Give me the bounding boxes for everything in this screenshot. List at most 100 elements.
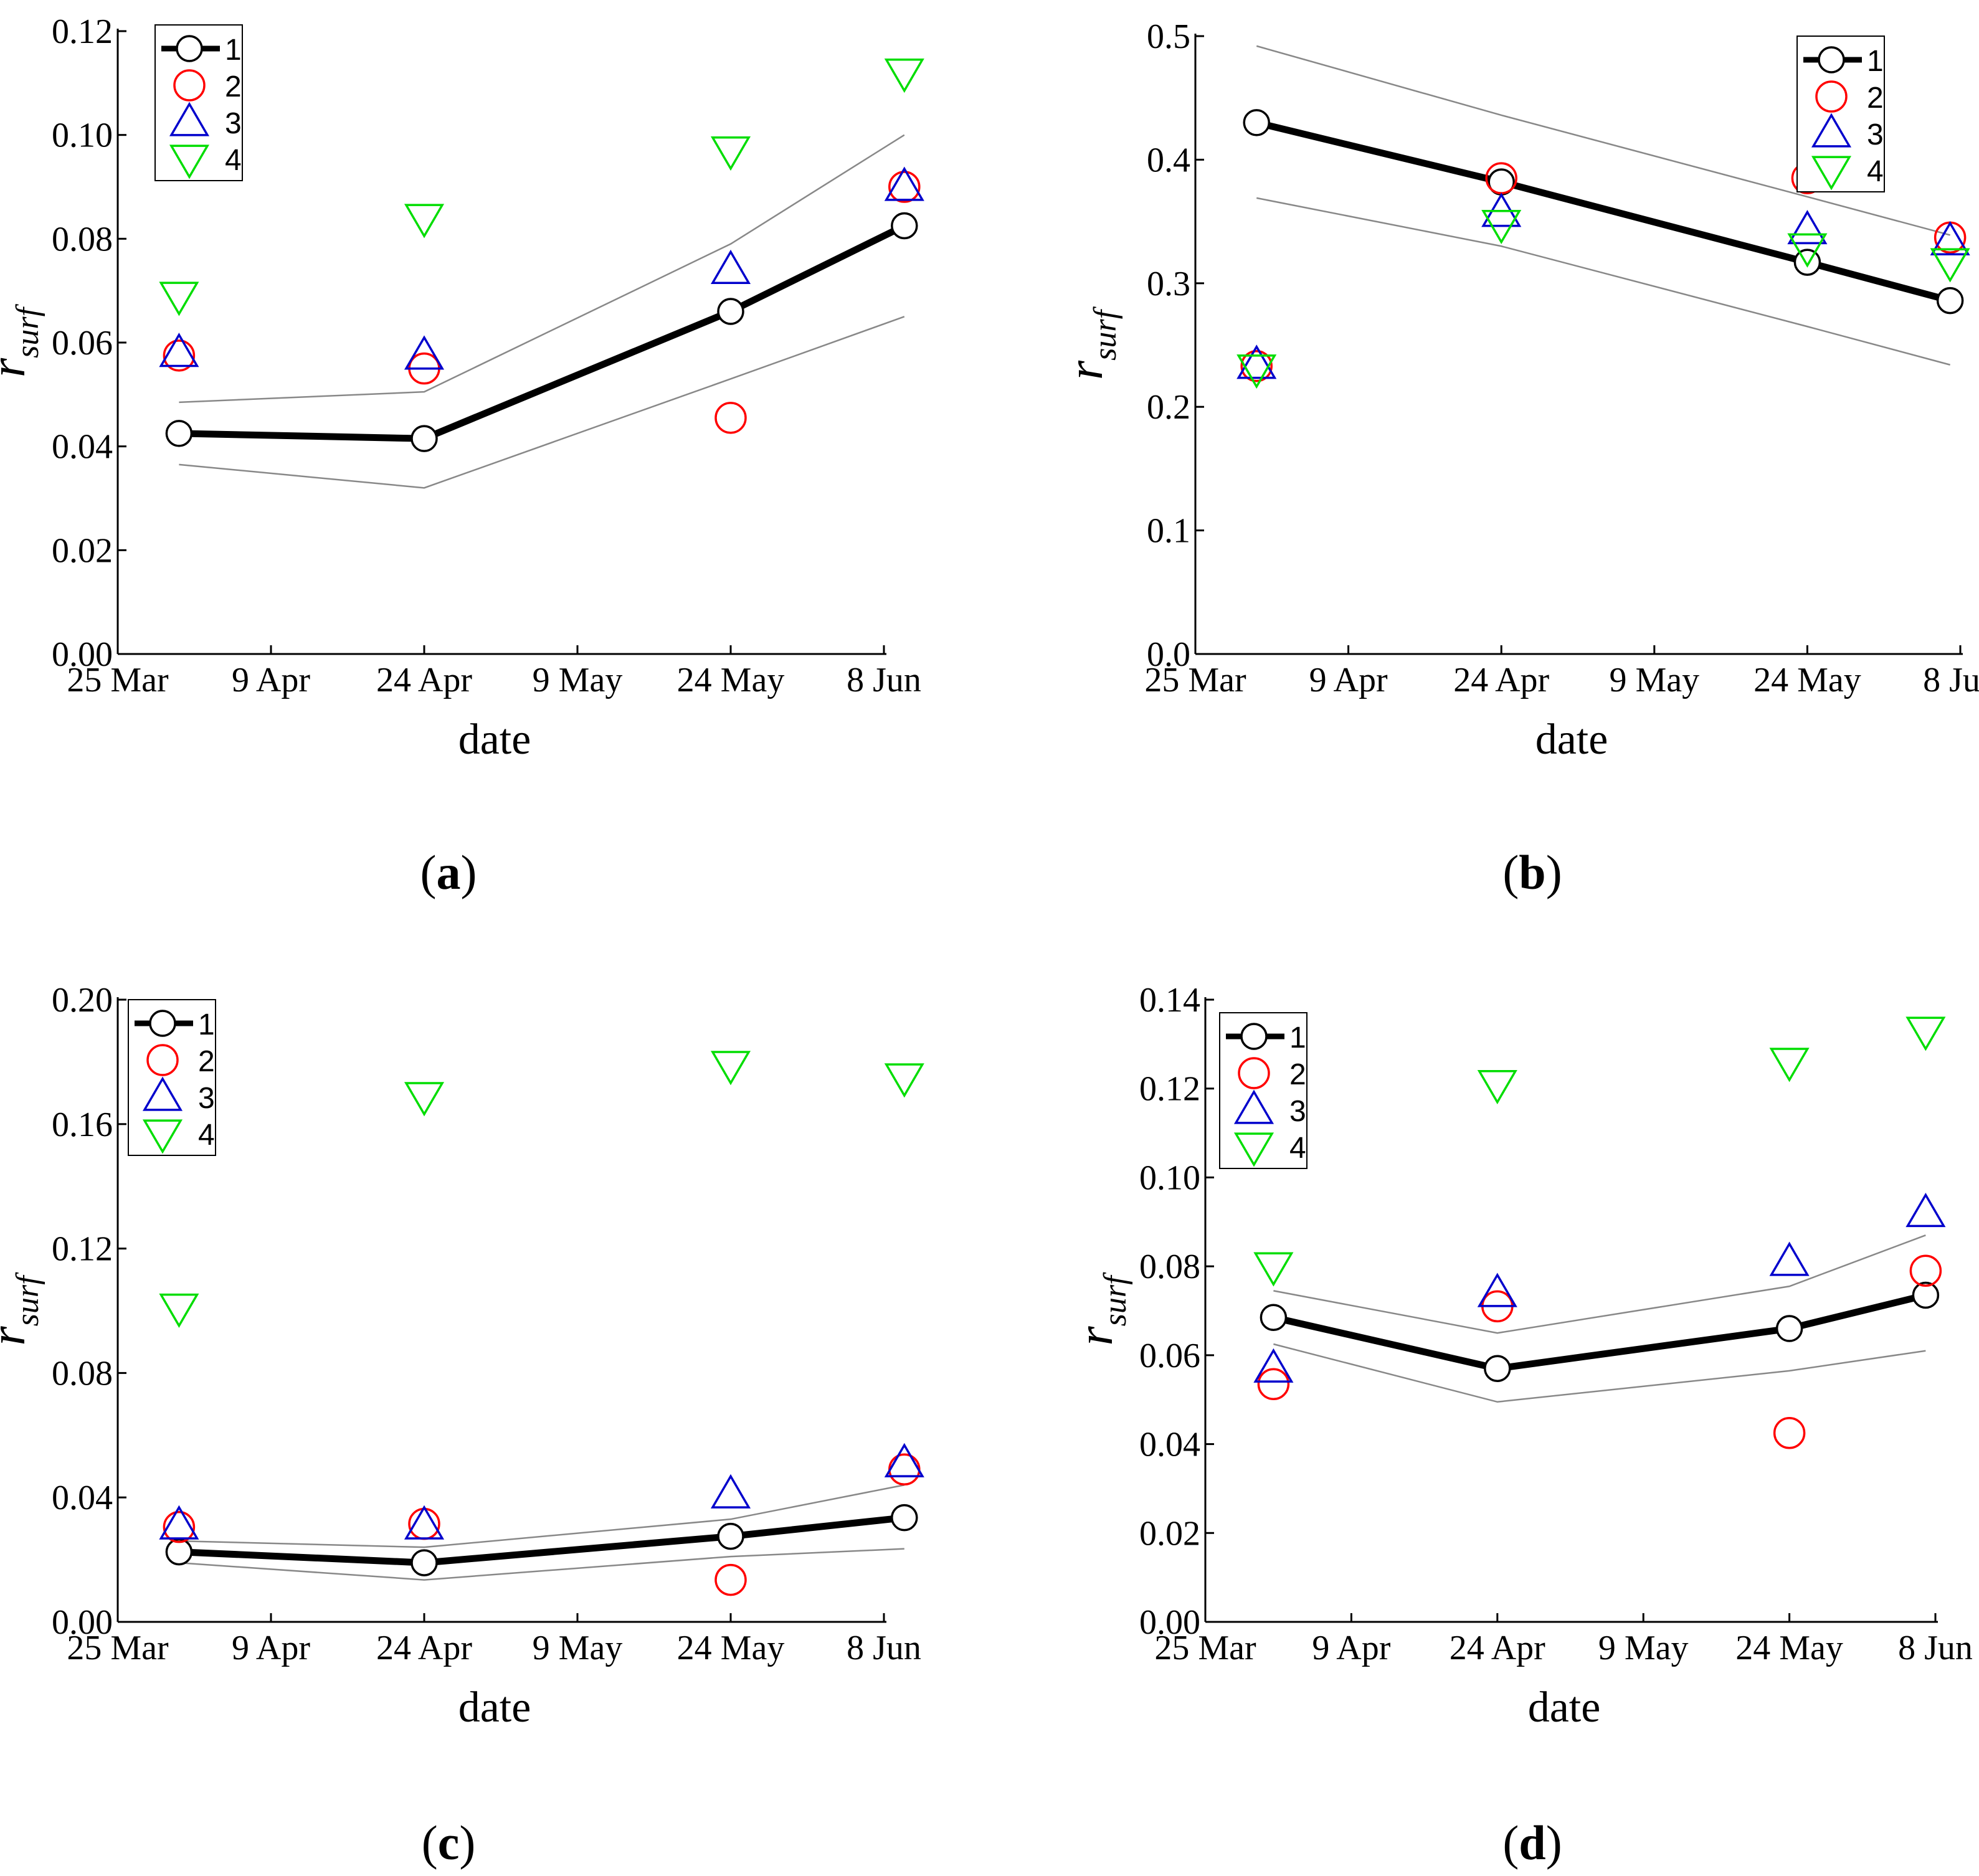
x-tick-label: 8 Jun bbox=[1898, 1629, 1973, 1667]
y-label-sub: surf bbox=[10, 303, 45, 358]
series-1-point bbox=[717, 1522, 744, 1550]
x-tick-label: 24 May bbox=[677, 1629, 785, 1667]
legend-label-2: 2 bbox=[1867, 82, 1884, 115]
series-2-point bbox=[163, 1510, 196, 1543]
series-1-point bbox=[411, 425, 438, 452]
legend-label-1: 1 bbox=[225, 34, 242, 67]
series-3-point bbox=[1236, 344, 1277, 379]
series-1-point bbox=[1793, 249, 1821, 276]
series-3 bbox=[159, 1443, 924, 1540]
legend-label-1: 1 bbox=[198, 1008, 215, 1041]
series-3-point bbox=[1253, 1348, 1294, 1383]
y-label-sub: surf bbox=[1098, 1272, 1133, 1326]
x-tick-label: 8 Jun bbox=[847, 1629, 921, 1667]
series-4-point bbox=[1477, 1069, 1517, 1105]
legend-label-3: 3 bbox=[1867, 118, 1884, 151]
x-axis-label: date bbox=[1535, 716, 1608, 764]
series-4-point bbox=[1787, 233, 1828, 268]
legend-marker-3 bbox=[169, 102, 210, 136]
series-2-point bbox=[1257, 1368, 1290, 1400]
series-1-line bbox=[1255, 119, 1952, 304]
series-1-point bbox=[717, 298, 744, 325]
band-upper-line bbox=[1256, 45, 1950, 236]
legend-marker-1 bbox=[1240, 1023, 1268, 1050]
x-tick-label: 25 Mar bbox=[1154, 1629, 1256, 1667]
y-tick-label: 0.08 bbox=[1139, 1248, 1200, 1286]
legend-label-1: 1 bbox=[1289, 1021, 1306, 1054]
x-tick-label: 9 May bbox=[1598, 1629, 1689, 1667]
series-1-point bbox=[1260, 1304, 1288, 1331]
panel-label-b: (b) bbox=[1502, 845, 1562, 899]
x-tick-label: 9 Apr bbox=[1312, 1629, 1390, 1667]
legend-marker-3 bbox=[1811, 113, 1852, 148]
y-tick-label: 0.10 bbox=[1139, 1158, 1200, 1197]
x-axis-label: date bbox=[458, 716, 531, 764]
band-upper-line bbox=[179, 134, 905, 404]
legend-label-2: 2 bbox=[225, 70, 242, 103]
x-tick-label: 25 Mar bbox=[1144, 661, 1246, 699]
series-4-point bbox=[884, 1063, 924, 1098]
x-tick-label: 24 Apr bbox=[1450, 1629, 1545, 1667]
legend-label-4: 4 bbox=[225, 144, 242, 177]
x-tick-label: 24 May bbox=[1735, 1629, 1843, 1667]
series-2-point bbox=[714, 402, 747, 434]
series-3-point bbox=[1477, 1272, 1517, 1307]
legend-marker-3 bbox=[1233, 1089, 1274, 1124]
y-label-sub: surf bbox=[1088, 306, 1123, 360]
series-1-line bbox=[179, 222, 906, 442]
series-3-point bbox=[1769, 1241, 1810, 1276]
series-2-point bbox=[714, 1563, 747, 1596]
series-2-point bbox=[888, 171, 921, 203]
series-4-point bbox=[1236, 354, 1277, 389]
x-tick-label: 24 Apr bbox=[376, 661, 472, 699]
y-label-main: r bbox=[1058, 360, 1113, 380]
legend-label-3: 3 bbox=[198, 1082, 215, 1115]
y-axis-label: rsurf bbox=[0, 303, 45, 377]
legend-label-1: 1 bbox=[1867, 45, 1884, 78]
y-tick-label: 0.00 bbox=[52, 1603, 113, 1642]
band-lower-line bbox=[1256, 197, 1950, 366]
series-1-point bbox=[891, 1504, 918, 1532]
x-axis-label: date bbox=[458, 1684, 531, 1732]
series-3-point bbox=[1930, 220, 1970, 255]
series-1-point bbox=[165, 420, 193, 447]
series-4-point bbox=[1253, 1252, 1294, 1287]
series-4-point bbox=[159, 1293, 199, 1328]
legend-marker-4 bbox=[142, 1119, 183, 1154]
legend-marker-1 bbox=[176, 35, 203, 62]
series-2-point bbox=[888, 1453, 921, 1485]
y-tick-label: 0.5 bbox=[1147, 17, 1190, 56]
band-lower-line bbox=[179, 316, 905, 489]
legend-label-4: 4 bbox=[198, 1119, 215, 1152]
y-tick-label: 0.12 bbox=[1139, 1070, 1200, 1109]
y-tick-label: 0.4 bbox=[1147, 141, 1190, 179]
y-tick-label: 0.06 bbox=[52, 324, 113, 362]
series-1-point bbox=[1775, 1315, 1803, 1342]
legend-marker-2 bbox=[146, 1044, 179, 1076]
series-4-point bbox=[710, 136, 751, 171]
series-3-point bbox=[1787, 210, 1828, 245]
y-tick-label: 0.00 bbox=[52, 635, 113, 674]
legend-marker-2 bbox=[1815, 80, 1848, 113]
series-3 bbox=[1236, 192, 1970, 379]
series-3 bbox=[1253, 1193, 1946, 1383]
legend-label-2: 2 bbox=[198, 1045, 215, 1078]
series-4-point bbox=[404, 1082, 445, 1117]
y-tick-label: 0.06 bbox=[1139, 1337, 1200, 1375]
x-tick-label: 24 Apr bbox=[1453, 661, 1549, 699]
series-3-point bbox=[159, 1505, 199, 1540]
x-tick-label: 8 Jun bbox=[847, 661, 921, 699]
series-3 bbox=[159, 166, 924, 370]
y-tick-label: 0.3 bbox=[1147, 265, 1190, 303]
y-tick-label: 0.2 bbox=[1147, 388, 1190, 427]
series-1 bbox=[165, 1504, 918, 1576]
y-axis-label: rsurf bbox=[1068, 1272, 1133, 1346]
chart-panel-a: 25 Mar 9 Apr 24 Apr 9 May 24 May 8 Jun 0.00 0.0… bbox=[0, 12, 924, 764]
x-tick-label: 9 May bbox=[533, 1629, 623, 1667]
x-tick-label: 9 May bbox=[533, 661, 623, 699]
x-tick-label: 24 May bbox=[1754, 661, 1861, 699]
y-tick-label: 0.02 bbox=[1139, 1514, 1200, 1553]
